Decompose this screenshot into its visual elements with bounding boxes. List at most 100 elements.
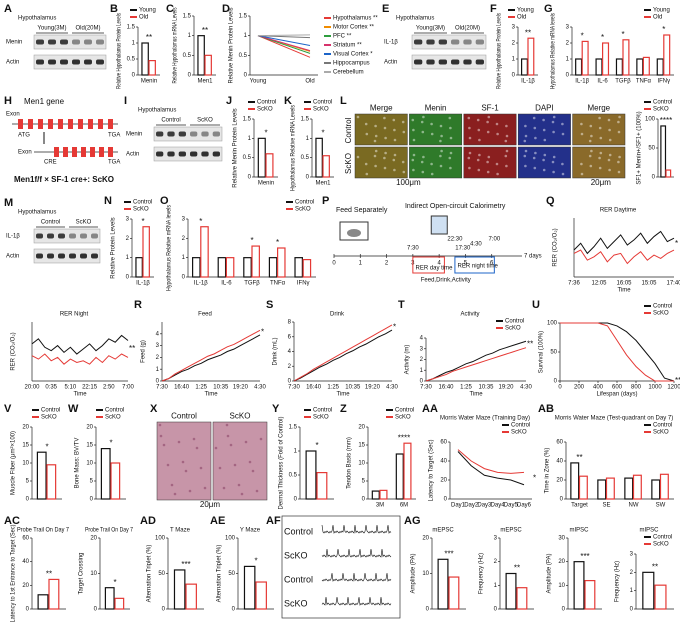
row-label: Actin (126, 152, 139, 158)
bar (379, 489, 388, 500)
y-tick-label: 3 (512, 25, 516, 31)
bar (659, 473, 669, 500)
y-tick-label: 10 (86, 461, 93, 467)
texture (590, 149, 593, 153)
y-tick-label: 0 (652, 175, 656, 181)
texture (162, 443, 166, 447)
panel-title: Probe Trail On Day 7 (85, 528, 134, 534)
band (69, 253, 76, 259)
texture (543, 153, 547, 157)
day-label: 0 (332, 261, 336, 267)
x-tick-label: 7:30 (420, 385, 432, 391)
y-axis-label: Latency to Target (Sec) (429, 440, 435, 502)
band (201, 151, 209, 157)
band (80, 253, 87, 259)
x-tick-label: IL-1β (575, 79, 589, 85)
row-label: Actin (6, 254, 19, 260)
y-axis-label: Feed (g) (141, 340, 147, 363)
significance: * (393, 323, 396, 332)
texture (448, 156, 452, 160)
blot-strip (33, 34, 107, 50)
bar (632, 474, 642, 500)
bar (601, 42, 610, 76)
x-tick-label: Target (571, 503, 588, 509)
micrograph (354, 146, 408, 179)
y-tick-label: 60 (440, 440, 447, 446)
y-tick-label: 50 (158, 571, 165, 577)
texture (504, 154, 508, 158)
series-line (31, 334, 129, 355)
texture (383, 126, 387, 130)
legend-label: PFC ** (333, 34, 352, 40)
x-tick-label: Menin (141, 79, 157, 85)
texture (551, 160, 555, 164)
texture (524, 164, 527, 168)
significance: ** (525, 28, 531, 37)
texture (608, 168, 611, 172)
bar (654, 584, 667, 610)
legend-label: Control (257, 100, 276, 106)
bar (204, 54, 212, 76)
texture (618, 115, 621, 119)
texture (505, 134, 509, 138)
time-label: 22:30 (447, 237, 463, 243)
texture (218, 466, 222, 470)
group-label: ScKO (76, 220, 92, 226)
texture (173, 492, 177, 496)
series-line (560, 322, 674, 382)
legend-label: Control (313, 100, 332, 106)
texture (401, 160, 405, 164)
panel-letter: G (544, 3, 553, 15)
x-tick-label: SW (656, 503, 666, 509)
legend-label: Striatum ** (333, 43, 362, 49)
y-tick-label: 4 (156, 331, 160, 337)
texture (468, 126, 471, 130)
y-tick-label: 3 (566, 25, 570, 31)
texture (412, 168, 415, 172)
texture (430, 172, 434, 176)
band (91, 253, 98, 259)
y-tick-label: 50 (228, 571, 235, 577)
texture (393, 153, 397, 157)
bar (516, 587, 528, 610)
texture (412, 128, 415, 132)
bar (110, 462, 121, 500)
x-tick-label: Day6 (517, 503, 532, 509)
y-tick-label: 3 (420, 346, 424, 352)
y-axis-label: Latency to 1st Entrance to Target (Sec) (11, 525, 17, 623)
texture (618, 155, 621, 159)
y-axis-label: Tendon Basis (mm) (347, 437, 353, 489)
band (178, 131, 186, 137)
y-tick-label: 0 (426, 607, 430, 613)
y-tick-label: 2 (420, 357, 424, 363)
texture (598, 166, 602, 170)
x-tick-label: 1000 (648, 385, 662, 391)
micrograph (409, 113, 463, 146)
y-tick-label: 1 (306, 136, 310, 142)
trace (321, 548, 392, 558)
bar (142, 226, 150, 278)
panel-letter: V (4, 403, 12, 415)
texture (393, 168, 396, 172)
texture (542, 128, 546, 132)
panel-title: RER Night (60, 312, 89, 318)
texture (430, 132, 434, 136)
scale-label: 20μm (200, 500, 221, 509)
significance: ** (514, 564, 520, 573)
texture (495, 122, 499, 126)
texture (617, 120, 620, 124)
bar (257, 137, 266, 178)
texture (496, 132, 499, 136)
panel-letter: U (532, 299, 540, 311)
texture (393, 128, 396, 132)
x-tick-label: 10:35 (478, 385, 494, 391)
panel-title: mIPSC (569, 528, 589, 534)
bar (578, 475, 588, 500)
legend-label: Visual Cortex * (333, 52, 373, 58)
x-tick-label: 200 (574, 385, 585, 391)
texture (356, 155, 360, 159)
x-tick-label: 1:25 (460, 385, 472, 391)
texture (608, 128, 611, 132)
texture (430, 122, 433, 126)
x-tick-label: 19:20 (365, 385, 381, 391)
